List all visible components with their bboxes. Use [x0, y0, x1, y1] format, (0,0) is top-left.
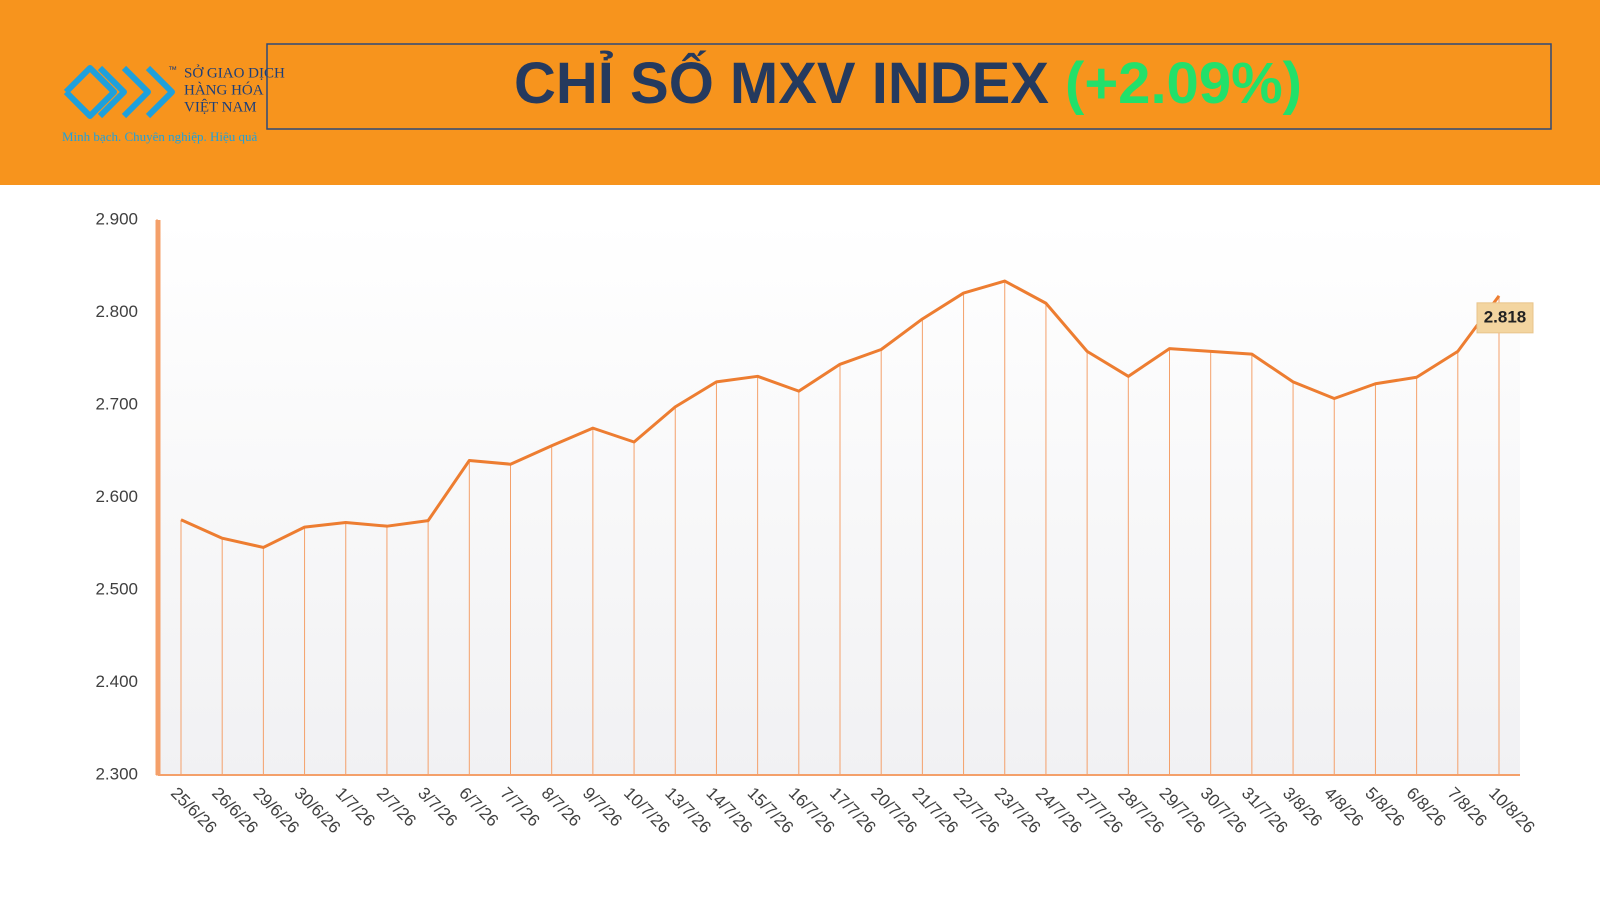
- title-text: CHỈ SỐ MXV INDEX: [514, 51, 1049, 116]
- x-tick-label: 10/8/26: [1485, 784, 1539, 838]
- y-tick-label: 2.300: [95, 764, 138, 783]
- series-line: [180, 279, 1501, 549]
- x-tick-label: 6/8/26: [1403, 784, 1450, 831]
- y-tick-label: 2.900: [95, 209, 138, 228]
- logo-text: HÀNG HÓA: [184, 81, 264, 98]
- y-tick-label: 2.700: [95, 394, 138, 413]
- y-tick-label: 2.800: [95, 302, 138, 321]
- y-tick-label: 2.600: [95, 487, 138, 506]
- title: CHỈ SỐ MXV INDEX (+2.09%): [514, 51, 1302, 116]
- value-label: 2.818: [1484, 307, 1527, 326]
- x-tick-label: 7/8/26: [1444, 784, 1491, 831]
- value-label-box: [1476, 302, 1534, 334]
- x-tick-label: 7/7/26: [497, 784, 544, 831]
- logo: ™ SỞ GIAO DỊCH HÀNG HÓA VIỆT NAM Minh bạ…: [62, 64, 285, 144]
- x-tick-label: 4/8/26: [1320, 784, 1367, 831]
- logo-text: SỞ GIAO DỊCH: [184, 64, 285, 81]
- x-tick-label: 2/7/26: [373, 784, 420, 831]
- logo-slogan: Minh bạch. Chuyên nghiệp. Hiệu quả: [62, 129, 258, 144]
- y-tick-label: 2.500: [95, 579, 138, 598]
- plot-area: [158, 220, 1520, 775]
- x-tick-label: 3/7/26: [414, 784, 461, 831]
- logo-text: VIỆT NAM: [184, 98, 257, 115]
- x-tick-label: 5/8/26: [1361, 784, 1408, 831]
- title-box: [266, 43, 1552, 130]
- logo-tm: ™: [168, 64, 177, 74]
- x-tick-label: 6/7/26: [455, 784, 502, 831]
- x-tick-label: 9/7/26: [579, 784, 626, 831]
- y-tick-label: 2.400: [95, 672, 138, 691]
- x-tick-label: 8/7/26: [538, 784, 585, 831]
- title-change: (+2.09%): [1065, 51, 1302, 116]
